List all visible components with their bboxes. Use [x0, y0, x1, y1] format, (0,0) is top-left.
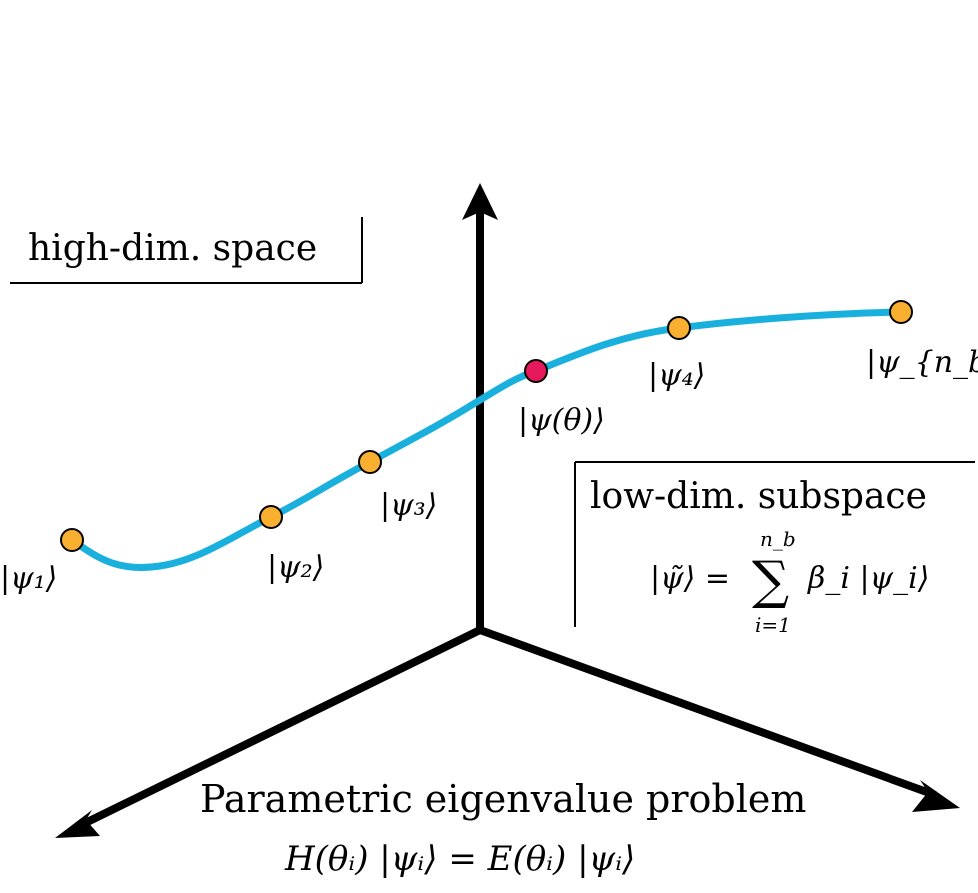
point-psi-nb — [889, 300, 913, 324]
label-psi-nb: |ψ_{n_b}⟩ — [866, 345, 978, 380]
high-dim-box: high-dim. space — [10, 217, 363, 284]
axis-right — [478, 626, 937, 799]
problem-equation: H(θᵢ) |ψᵢ⟩ = E(θᵢ) |ψᵢ⟩ — [284, 839, 635, 879]
point-psi1 — [60, 528, 84, 552]
label-psi-theta: |ψ(θ)⟩ — [518, 403, 605, 438]
label-psi4: |ψ₄⟩ — [648, 358, 705, 393]
axes — [55, 183, 960, 838]
low-dim-sum-upper: n_b — [760, 527, 796, 551]
state-points — [60, 300, 913, 552]
low-dim-sum-symbol: ∑ — [752, 551, 789, 611]
low-dim-formula-rhs: β_i |ψ_i⟩ — [807, 561, 929, 596]
axis-right-arrowhead — [912, 780, 960, 812]
low-dim-box: low-dim. subspace |ψ̃⟩ = n_b ∑ i=1 β_i |… — [574, 461, 975, 637]
label-psi3: |ψ₃⟩ — [380, 488, 437, 523]
axis-left-arrowhead — [55, 810, 100, 838]
axis-vertical-arrowhead — [462, 183, 498, 220]
state-labels: |ψ₁⟩ |ψ₂⟩ |ψ₃⟩ |ψ(θ)⟩ |ψ₄⟩ |ψ_{n_b}⟩ — [0, 345, 978, 596]
label-psi2: |ψ₂⟩ — [267, 550, 324, 585]
low-dim-sum-lower: i=1 — [755, 613, 791, 637]
high-dim-label: high-dim. space — [28, 228, 317, 269]
point-psi-theta — [524, 359, 548, 383]
point-psi3 — [358, 450, 382, 474]
label-psi1: |ψ₁⟩ — [0, 561, 57, 596]
point-psi2 — [259, 505, 283, 529]
low-dim-formula-lhs: |ψ̃⟩ = — [650, 561, 730, 596]
low-dim-label: low-dim. subspace — [590, 476, 927, 517]
problem-statement: Parametric eigenvalue problem H(θᵢ) |ψᵢ⟩… — [200, 777, 806, 879]
point-psi4 — [667, 316, 691, 340]
problem-title: Parametric eigenvalue problem — [200, 777, 806, 821]
axis-left — [73, 626, 482, 832]
